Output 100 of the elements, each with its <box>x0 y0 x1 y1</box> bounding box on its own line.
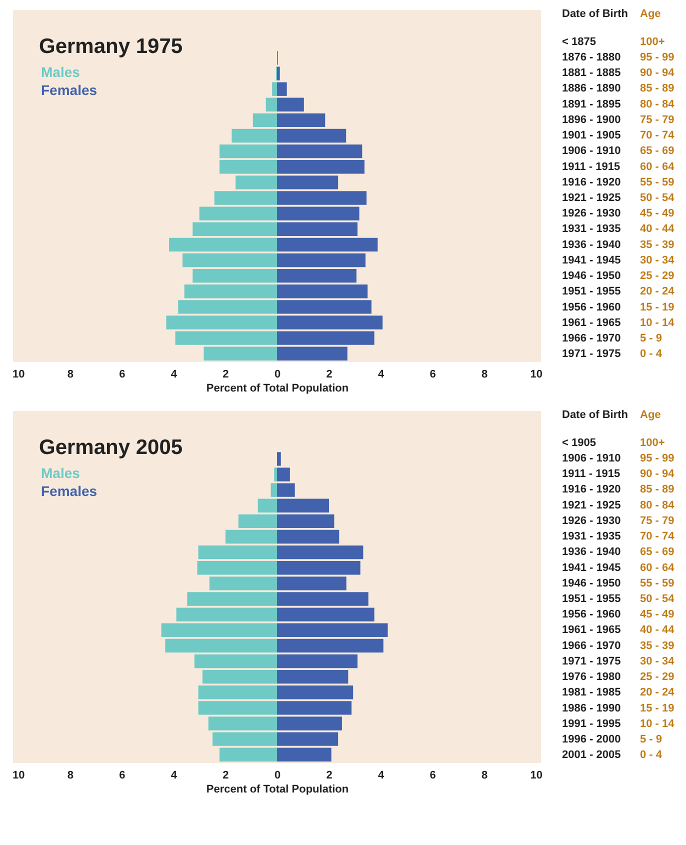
y2-tick-label: 1936 - 1940 <box>562 546 621 558</box>
y2-tick-label: 1941 - 1945 <box>562 254 621 266</box>
x-tick-label: 2 <box>222 770 229 782</box>
bar <box>165 638 277 653</box>
y2-tick-label: 1906 - 1910 <box>562 452 621 464</box>
y-tick-label: 25 - 29 <box>640 671 674 684</box>
y-tick-label: 55 - 59 <box>640 176 674 188</box>
text: Males <box>41 64 80 80</box>
bar <box>277 144 362 158</box>
bar <box>277 686 354 700</box>
y-axis-title: Age <box>640 409 661 421</box>
y-tick-label: 75 - 79 <box>640 114 674 126</box>
y2-tick-label: 1881 - 1885 <box>562 67 621 80</box>
y-tick-label: 85 - 89 <box>640 82 674 95</box>
y-tick-label: 5 - 9 <box>640 734 662 746</box>
bar <box>277 98 304 112</box>
y-tick-label: 80 - 84 <box>640 499 676 512</box>
y2-tick-label: 1951 - 1955 <box>562 286 621 298</box>
bar <box>277 222 358 236</box>
y2-tick-label: 1946 - 1950 <box>562 270 621 282</box>
bar <box>192 222 277 236</box>
text: Females <box>41 82 98 98</box>
x-axis-title: Percent of Total Population <box>206 382 349 394</box>
x-tick-label: 10 <box>12 770 25 782</box>
chart-title: Germany 2005 <box>39 436 183 459</box>
bar <box>277 638 384 653</box>
y2-axis-title: Date of Birth <box>562 8 628 20</box>
x-tick-label: 10 <box>12 368 25 380</box>
bar <box>277 238 378 252</box>
y-tick-label: 85 - 89 <box>640 484 674 496</box>
y2-tick-label: 1991 - 1995 <box>562 718 621 730</box>
y2-tick-label: 1886 - 1890 <box>562 82 621 95</box>
y2-tick-label: 1931 - 1935 <box>562 223 621 236</box>
x-axis-title: Percent of Total Population <box>206 784 349 796</box>
x-tick-label: 4 <box>378 770 385 782</box>
y-axis-title: Age <box>640 8 661 20</box>
y2-tick-label: 1891 - 1895 <box>562 98 621 110</box>
chart-title: Germany 1975 <box>39 35 183 58</box>
bar <box>220 144 277 158</box>
x-tick-label: 4 <box>378 368 385 380</box>
y2-tick-label: 1901 - 1905 <box>562 130 621 142</box>
bar <box>198 686 277 700</box>
y-tick-label: 60 - 64 <box>640 562 676 574</box>
y2-tick-label: 1916 - 1920 <box>562 176 621 188</box>
y2-tick-label: 1956 - 1960 <box>562 608 621 621</box>
bar <box>252 113 277 128</box>
y2-tick-label: 1911 - 1915 <box>562 468 620 480</box>
bar <box>277 561 360 575</box>
y2-tick-label: 1951 - 1955 <box>562 593 621 605</box>
y2-tick-label: 1916 - 1920 <box>562 484 621 496</box>
text: Females <box>41 483 98 499</box>
y2-tick-label: 1961 - 1965 <box>562 624 621 636</box>
y-tick-label: 20 - 24 <box>640 686 676 699</box>
bar <box>277 128 346 143</box>
y2-tick-label: 1976 - 1980 <box>562 671 621 684</box>
y-tick-label: 90 - 94 <box>640 468 676 480</box>
y2-tick-label: 1911 - 1915 <box>562 160 620 173</box>
y-tick-label: 50 - 54 <box>640 593 676 605</box>
x-tick-label: 8 <box>481 368 488 380</box>
y-tick-label: 15 - 19 <box>640 702 674 714</box>
y2-tick-label: 1906 - 1910 <box>562 145 621 158</box>
y-tick-label: 15 - 19 <box>640 301 674 314</box>
y-tick-label: 40 - 44 <box>640 624 676 636</box>
y-tick-label: 70 - 74 <box>640 130 676 142</box>
bar <box>277 623 388 637</box>
y2-tick-label: 2001 - 2005 <box>562 749 621 762</box>
y-tick-label: 0 - 4 <box>640 749 663 762</box>
bar <box>277 284 368 298</box>
y-tick-label: 20 - 24 <box>640 286 676 298</box>
y-tick-label: 75 - 79 <box>640 514 674 527</box>
x-tick-label: 6 <box>430 770 436 782</box>
y-tick-label: 50 - 54 <box>640 192 676 204</box>
y2-axis-title: Date of Birth <box>562 409 628 421</box>
y-tick-label: 45 - 49 <box>640 208 674 220</box>
bar <box>182 253 277 268</box>
x-tick-label: 0 <box>274 770 281 782</box>
text: Males <box>41 465 80 481</box>
y-tick-label: 95 - 99 <box>640 452 674 464</box>
bar <box>204 346 277 360</box>
bar <box>225 530 277 544</box>
bar <box>277 160 364 174</box>
x-tick-label: 4 <box>170 770 178 782</box>
y-tick-label: 55 - 59 <box>640 577 674 590</box>
bar <box>277 670 348 684</box>
y-tick-label: 60 - 64 <box>640 160 676 173</box>
y2-tick-label: 1966 - 1970 <box>562 332 621 345</box>
bar <box>232 128 277 143</box>
y-tick-label: 25 - 29 <box>640 270 674 282</box>
y2-tick-label: < 1875 <box>562 36 596 48</box>
y2-tick-label: < 1905 <box>562 436 596 449</box>
y2-tick-label: 1876 - 1880 <box>562 51 621 64</box>
x-tick-label: 8 <box>481 770 488 782</box>
y2-tick-label: 1926 - 1930 <box>562 208 621 220</box>
x-tick-label: 6 <box>430 368 436 380</box>
y-tick-label: 0 - 4 <box>640 348 663 360</box>
bar <box>184 284 277 298</box>
bar <box>277 346 348 360</box>
x-tick-label: 2 <box>326 368 332 380</box>
y2-tick-label: 1981 - 1985 <box>562 686 621 699</box>
bar <box>238 514 277 528</box>
